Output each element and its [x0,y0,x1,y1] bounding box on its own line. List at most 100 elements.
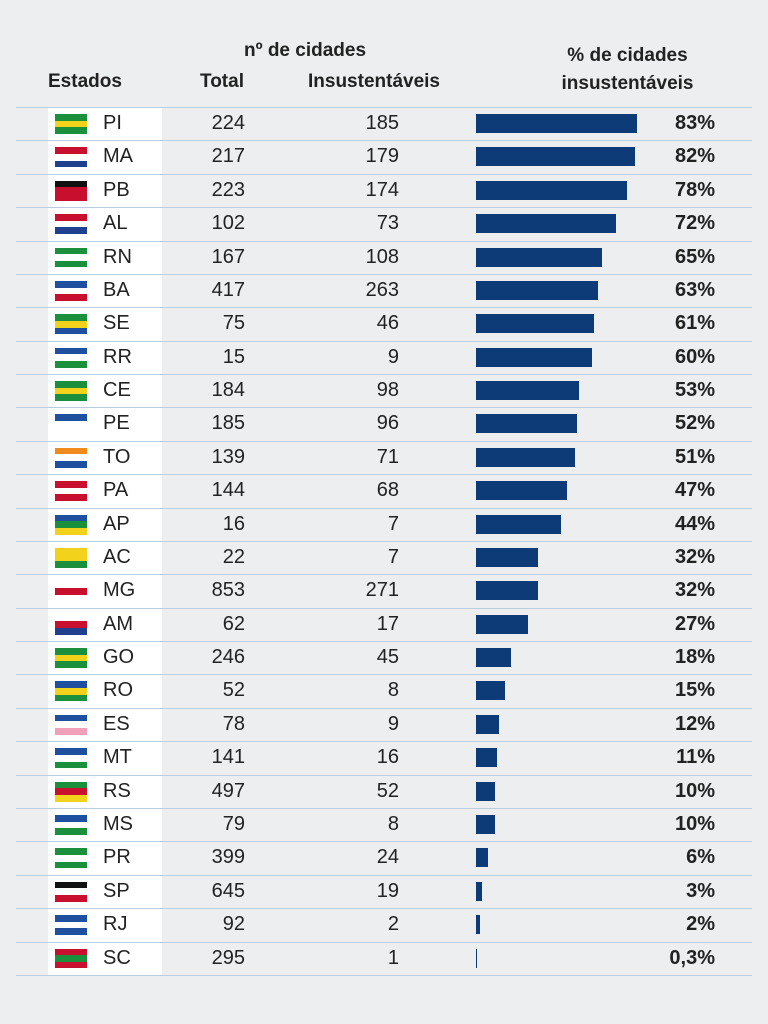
flag [55,347,87,368]
total-value: 497 [211,779,245,802]
percent-label: 27% [674,612,715,635]
percent-label: 63% [674,278,715,301]
unsustainable-value: 174 [365,178,399,201]
total-header: Total [200,71,244,92]
flag [55,414,87,435]
percent-label: 18% [674,646,715,669]
bar [476,214,616,234]
flag [55,948,87,969]
row-rule [16,440,752,442]
total-value: 22 [222,545,245,568]
state-code: PA [103,479,129,502]
total-value: 223 [211,178,245,201]
unsustainable-value: 2 [387,913,399,936]
row-rule [16,207,752,209]
percent-label: 82% [674,145,715,168]
state-code: PE [103,412,130,435]
unsustainable-value: 73 [376,212,399,235]
state-code: RO [103,679,133,702]
unsustainable-value: 179 [365,145,399,168]
bar [476,681,506,701]
bar [476,514,562,534]
row-rule [16,140,752,142]
percent-label: 11% [676,746,715,769]
flag [55,748,87,769]
bar [476,614,529,634]
row-rule [16,374,752,376]
total-value: 141 [211,746,245,769]
row-rule [16,240,752,242]
state-code: PI [103,112,122,134]
flag [55,681,87,702]
flag [55,881,87,902]
flag [55,714,87,735]
flag [55,481,87,502]
percent-header: % de cidades insustentáveis [561,45,694,94]
total-value: 15 [222,345,245,368]
percent-label: 0,3% [669,946,715,969]
percent-label: 2% [686,913,715,936]
bar [476,648,511,668]
state-code: CE [103,379,131,402]
row-rule [16,540,752,542]
flag [55,147,87,168]
flag [55,314,87,335]
unsustainable-value: 9 [387,345,399,368]
total-value: 853 [211,579,245,602]
flag [55,581,87,602]
total-value: 16 [222,512,245,535]
total-value: 217 [211,145,245,168]
total-value: 52 [222,679,245,702]
flag [55,447,87,468]
flag [55,547,87,568]
unsustainable-value: 7 [387,545,399,568]
state-code: PR [103,846,131,869]
row-rule [16,674,752,676]
flag [55,814,87,835]
bar [476,280,599,300]
total-value: 246 [211,646,245,669]
total-value: 92 [222,913,245,936]
state-code: PB [103,178,130,201]
row-rule [16,841,752,843]
unsustainable-value: 45 [376,646,399,669]
flag [55,614,87,635]
unsustainable-value: 185 [365,112,399,134]
total-value: 75 [222,312,245,335]
state-code: RN [103,245,132,268]
unsustainable-value: 52 [376,779,399,802]
bar [476,414,577,434]
bar [476,381,579,401]
flag [55,848,87,869]
state-code: MA [103,145,133,168]
unsustainable-value: 96 [376,412,399,435]
row-rule [16,574,752,576]
bar [476,247,603,267]
row-rule [16,507,752,509]
flag [55,280,87,301]
bar [476,147,636,167]
row-rule [16,874,752,876]
bar [476,114,638,133]
unsustainable-value: 46 [376,312,399,335]
percent-label: 60% [674,345,715,368]
bar [476,581,539,601]
bar [476,748,498,768]
flag [55,514,87,535]
percent-label: 72% [674,212,715,235]
unsustainable-value: 263 [365,278,399,301]
percent-label: 61% [674,312,715,335]
bar [476,714,500,734]
percent-label: 32% [674,545,715,568]
total-value: 184 [211,379,245,402]
row-rule [16,307,752,309]
state-code: RR [103,345,132,368]
bar [476,814,496,834]
bar [476,948,477,968]
row-rule [16,607,752,609]
percent-label: 15% [674,679,715,702]
unsustainable-value: 17 [376,612,399,635]
unsustainable-value: 71 [376,445,399,468]
state-code: SC [103,946,131,969]
percent-label: 3% [686,879,715,902]
